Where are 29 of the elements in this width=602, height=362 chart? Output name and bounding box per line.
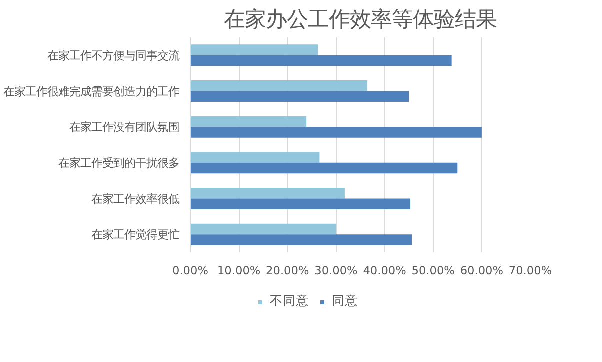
bar: [190, 152, 320, 163]
bar: [190, 80, 368, 92]
bar: [190, 127, 482, 138]
x-tick-label: 20.00%: [266, 264, 310, 278]
x-tick-label: 0.00%: [172, 264, 209, 278]
x-tick-label: 30.00%: [314, 264, 358, 278]
bar: [190, 198, 411, 210]
bar: [190, 224, 336, 235]
y-tick-label: 在家工作没有团队氛围: [70, 120, 180, 134]
bar: [190, 91, 410, 102]
y-tick-label: 在家工作很难完成需要创造力的工作: [4, 84, 180, 98]
bar: [190, 234, 412, 246]
bar: [190, 162, 458, 174]
legend-label: 不同意: [270, 293, 309, 310]
y-tick-label: 在家工作效率很低: [92, 192, 180, 206]
x-tick-label: 60.00%: [460, 264, 504, 278]
x-tick-label: 50.00%: [412, 264, 456, 278]
y-tick-label: 在家工作觉得更忙: [92, 228, 180, 242]
bar: [190, 188, 345, 199]
bar: [190, 44, 318, 56]
chart-title: 在家办公工作效率等体验结果: [224, 8, 497, 32]
y-tick-label: 在家工作受到的干扰很多: [58, 156, 180, 170]
x-tick-label: 10.00%: [217, 264, 261, 278]
legend-label: 同意: [332, 293, 358, 310]
x-tick-label: 40.00%: [363, 264, 407, 278]
bar: [190, 116, 307, 128]
y-tick-label: 在家工作不方便与同事交流: [48, 48, 180, 62]
x-tick-label: 70.00%: [508, 264, 552, 278]
bar: [190, 55, 452, 66]
